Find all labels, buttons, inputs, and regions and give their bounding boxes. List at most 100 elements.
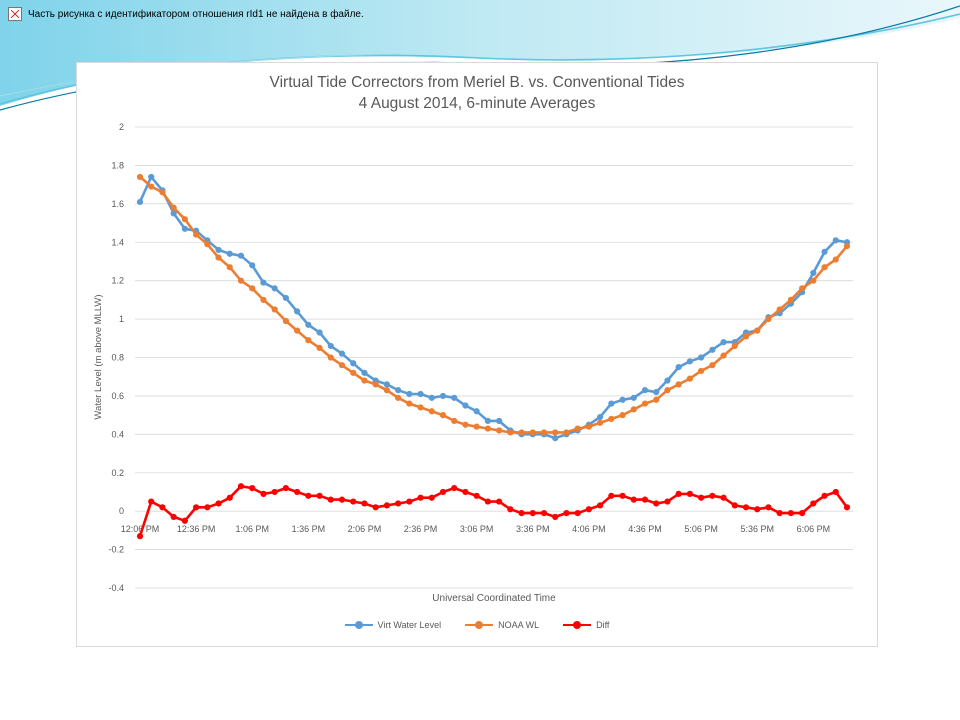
data-point-virt-water-level: [462, 402, 469, 409]
data-point-noaa-wl: [204, 241, 211, 248]
data-point-virt-water-level: [675, 364, 682, 371]
data-point-diff: [484, 498, 491, 505]
data-point-noaa-wl: [664, 387, 671, 394]
data-point-noaa-wl: [709, 362, 716, 369]
y-tick-label: 1.2: [111, 276, 124, 286]
data-point-virt-water-level: [484, 417, 491, 424]
data-point-diff: [136, 533, 144, 540]
legend-label: NOAA WL: [498, 620, 540, 630]
data-point-diff: [215, 500, 222, 507]
data-point-noaa-wl: [350, 369, 357, 376]
data-point-diff: [361, 500, 368, 507]
data-point-virt-water-level: [271, 285, 278, 292]
x-tick-label: 6:06 PM: [797, 524, 831, 534]
data-point-diff: [148, 498, 155, 505]
data-point-virt-water-level: [395, 387, 402, 394]
data-point-diff: [608, 492, 615, 499]
legend-item-virt-water-level: Virt Water Level: [344, 620, 441, 630]
missing-image-placeholder: Часть рисунка с идентификатором отношени…: [0, 0, 398, 28]
data-point-diff: [742, 504, 750, 511]
data-point-noaa-wl: [226, 264, 233, 271]
data-point-noaa-wl: [215, 254, 222, 261]
data-point-noaa-wl: [428, 408, 435, 415]
data-point-noaa-wl: [170, 204, 177, 211]
data-point-virt-water-level: [664, 377, 671, 384]
data-point-diff: [327, 496, 334, 503]
data-point-noaa-wl: [271, 306, 278, 313]
data-point-virt-water-level: [249, 262, 256, 269]
data-point-virt-water-level: [641, 387, 649, 394]
data-point-diff: [406, 498, 413, 505]
x-tick-label: 3:06 PM: [460, 524, 494, 534]
y-tick-label: 0.2: [111, 468, 124, 478]
x-axis-title: Universal Coordinated Time: [432, 593, 556, 604]
data-point-noaa-wl: [799, 285, 806, 292]
y-tick-label: 0.4: [111, 429, 124, 439]
data-point-virt-water-level: [473, 408, 480, 415]
data-point-noaa-wl: [136, 173, 144, 181]
series-line-diff: [138, 484, 849, 537]
data-point-diff: [686, 490, 693, 497]
data-point-diff: [585, 506, 592, 513]
data-point-diff: [439, 488, 447, 496]
data-point-noaa-wl: [731, 342, 738, 350]
data-point-diff: [496, 498, 503, 505]
data-point-diff: [237, 483, 245, 490]
data-point-virt-water-level: [226, 250, 233, 257]
chart-legend: Virt Water Level NOAA WL Diff: [76, 620, 878, 630]
data-point-diff: [159, 504, 166, 511]
data-point-diff: [563, 509, 570, 517]
data-point-diff: [698, 494, 705, 501]
x-tick-label: 2:06 PM: [348, 524, 382, 534]
data-point-diff: [383, 502, 390, 509]
data-point-virt-water-level: [338, 350, 346, 357]
data-point-virt-water-level: [215, 246, 222, 254]
legend-swatch-noaa-wl: [465, 621, 494, 629]
y-tick-label: 0: [119, 506, 124, 516]
data-point-diff: [316, 492, 323, 499]
data-point-diff: [395, 500, 402, 507]
data-point-noaa-wl: [507, 429, 514, 436]
data-point-noaa-wl: [540, 429, 548, 436]
data-point-virt-water-level: [608, 400, 615, 407]
x-tick-label: 4:06 PM: [572, 524, 606, 534]
data-point-noaa-wl: [249, 285, 256, 292]
data-point-diff: [574, 509, 581, 517]
series-line-virt-water-level: [138, 175, 848, 440]
data-point-noaa-wl: [518, 429, 525, 436]
data-point-virt-water-level: [597, 413, 604, 421]
data-point-diff: [619, 492, 626, 499]
chart-title-block: Virtual Tide Correctors from Meriel B. v…: [76, 72, 878, 114]
data-point-noaa-wl: [316, 344, 323, 351]
data-point-noaa-wl: [630, 406, 637, 413]
legend-label: Diff: [596, 620, 610, 630]
data-point-noaa-wl: [585, 423, 592, 430]
data-point-noaa-wl: [754, 327, 761, 334]
data-point-virt-water-level: [260, 279, 267, 286]
data-point-diff: [821, 492, 828, 499]
data-point-virt-water-level: [361, 369, 368, 376]
y-tick-label: -0.2: [108, 545, 124, 555]
data-point-diff: [181, 517, 188, 524]
data-point-virt-water-level: [496, 417, 503, 424]
data-point-diff: [518, 509, 525, 517]
data-point-diff: [249, 485, 256, 492]
data-point-noaa-wl: [473, 423, 480, 430]
data-point-diff: [776, 509, 783, 517]
y-tick-label: 0.6: [111, 391, 124, 401]
data-point-noaa-wl: [765, 315, 772, 323]
data-point-noaa-wl: [327, 354, 334, 361]
data-point-virt-water-level: [619, 396, 626, 403]
data-point-virt-water-level: [136, 198, 144, 206]
data-point-virt-water-level: [181, 225, 188, 232]
data-point-diff: [597, 502, 604, 509]
data-point-diff: [675, 490, 682, 497]
data-point-noaa-wl: [282, 317, 289, 325]
data-point-noaa-wl: [810, 277, 817, 284]
data-point-noaa-wl: [496, 427, 503, 434]
data-point-noaa-wl: [675, 381, 682, 388]
data-point-diff: [294, 488, 301, 496]
data-point-diff: [417, 494, 424, 501]
data-point-noaa-wl: [787, 296, 794, 303]
data-point-noaa-wl: [776, 306, 783, 313]
